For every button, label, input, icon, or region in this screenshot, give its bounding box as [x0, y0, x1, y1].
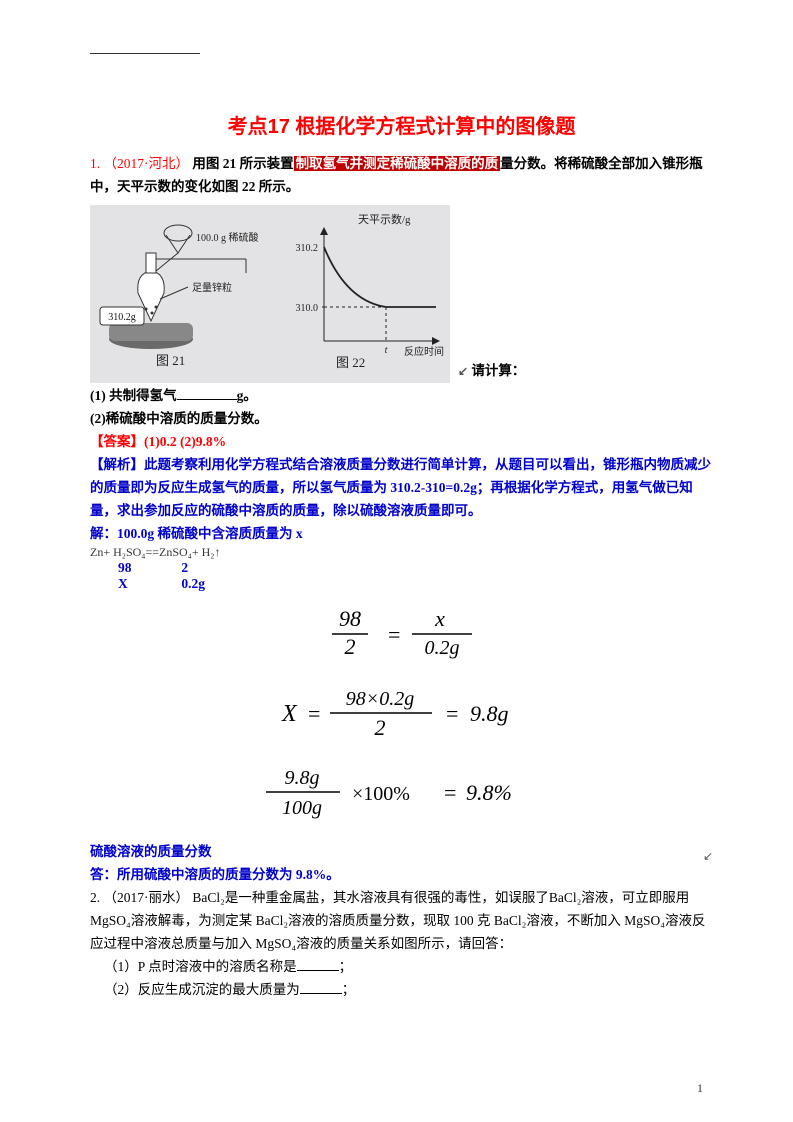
fig21-caption: 图 21: [156, 350, 185, 369]
math-3: 9.8g 100g ×100% = 9.8%: [90, 762, 713, 829]
q1-analysis: 【解析】此题考察利用化学方程式结合溶液质量分数进行简单计算，从题目可以看出，锥形…: [90, 454, 713, 523]
svg-text:x: x: [434, 606, 445, 631]
answer-label: 【答案】: [90, 434, 144, 449]
conclusion: 答：所用硫酸中溶质的质量分数为 9.8%。: [90, 864, 713, 887]
q1-part1: (1) 共制得氢气 g。: [90, 385, 713, 408]
svg-text:9.8g: 9.8g: [284, 767, 319, 789]
solve-line: 解：100.0g 稀硫酸中含溶质质量为 x: [90, 523, 713, 546]
q1-lead1: 用图 21 所示装置: [192, 156, 293, 171]
eq-r1a: 98: [118, 560, 178, 576]
equation: Zn+ H₂SO₄==ZnSO₄+ H₂↑: [90, 545, 713, 560]
svg-text:2: 2: [374, 715, 385, 740]
blank-1: [177, 385, 237, 400]
eq-r2b: 0.2g: [181, 576, 241, 592]
svg-text:100g: 100g: [282, 797, 322, 819]
eq-row1: 98 2: [118, 560, 713, 576]
question-1: 1. （2017·河北） 用图 21 所示装置制取氢气并测定稀硫酸中溶质的质量分…: [90, 153, 713, 199]
answer-text: (1)0.2 (2)9.8%: [144, 434, 226, 449]
q1-part2: (2)稀硫酸中溶质的质量分数。: [90, 408, 713, 431]
svg-text:=: =: [446, 701, 458, 726]
page-number: 1: [697, 1081, 703, 1096]
q1-source: （2017·河北）: [104, 156, 190, 171]
svg-text:足量锌粒: 足量锌粒: [192, 281, 232, 294]
figure-box: 310.2g 100.0 g 稀硫酸 足量锌粒: [90, 205, 450, 383]
svg-text:9.8%: 9.8%: [466, 780, 512, 805]
svg-text:X: X: [281, 701, 298, 727]
q1-part1-text: (1) 共制得氢气: [90, 388, 177, 403]
svg-text:=: =: [308, 701, 320, 726]
svg-text:反应时间/s: 反应时间/s: [404, 345, 444, 358]
svg-text:98: 98: [339, 606, 361, 631]
svg-text:100.0 g 稀硫酸: 100.0 g 稀硫酸: [196, 231, 259, 244]
q2-part2: （2）反应生成沉淀的最大质量为 ；: [90, 979, 713, 1002]
svg-text:9.8g: 9.8g: [470, 701, 509, 726]
blank-2: [297, 957, 339, 972]
arrow-marker-2: ↙: [703, 849, 713, 864]
q1-part1-unit: g。: [237, 388, 257, 403]
top-rule: [90, 53, 200, 54]
svg-text:0.2g: 0.2g: [424, 637, 459, 659]
q2-part1: （1）P 点时溶液中的溶质名称是 ；: [90, 956, 713, 979]
figure-row: 310.2g 100.0 g 稀硫酸 足量锌粒: [90, 205, 713, 383]
page-title: 考点17 根据化学方程式计算中的图像题: [90, 110, 713, 139]
arrow-marker: ↙: [458, 364, 468, 378]
svg-text:t: t: [385, 345, 388, 356]
q1-number: 1.: [90, 156, 100, 171]
q2-number: 2.: [90, 890, 100, 905]
fig21-mass-text: 310.2g: [108, 312, 136, 323]
blank-3: [300, 980, 342, 995]
svg-text:=: =: [388, 622, 400, 647]
math-1: 98 2 = x 0.2g: [90, 604, 713, 669]
math-2: X = 98×0.2g 2 = 9.8g: [90, 681, 713, 750]
calc-prompt: 请计算：: [471, 363, 525, 378]
q2-p1-text: （1）P 点时溶液中的溶质名称是: [104, 959, 297, 974]
q2-p1-tail: ；: [339, 959, 353, 974]
svg-text:310.2: 310.2: [296, 243, 319, 254]
figure-22: 天平示数/g 310.2 310.0 t 反应时间/s: [286, 211, 444, 375]
svg-text:2: 2: [344, 634, 355, 659]
conc-label: 硫酸溶液的质量分数: [90, 841, 212, 864]
q2-p2-tail: ；: [342, 982, 356, 997]
q2-source: （2017·丽水）: [104, 890, 190, 905]
svg-text:98×0.2g: 98×0.2g: [345, 688, 414, 710]
analysis-text: 此题考察利用化学方程式结合溶液质量分数进行简单计算，从题目可以看出，锥形瓶内物质…: [90, 457, 711, 518]
question-2: 2. （2017·丽水） BaCl₂是一种重金属盐，其水溶液具有很强的毒性，如误…: [90, 887, 713, 956]
q2-p2-text: （2）反应生成沉淀的最大质量为: [104, 982, 300, 997]
svg-text:310.0: 310.0: [296, 303, 319, 314]
svg-text:天平示数/g: 天平示数/g: [358, 213, 411, 226]
fig22-caption: 图 22: [336, 352, 365, 371]
svg-text:=: =: [444, 780, 456, 805]
analysis-label: 【解析】: [90, 457, 144, 472]
eq-r2a: X: [118, 576, 178, 592]
svg-text:×100%: ×100%: [352, 783, 410, 805]
q1-highlight: 制取氢气并测定稀硫酸中溶质的质: [294, 156, 501, 171]
eq-row2: X 0.2g: [118, 576, 713, 592]
eq-r1b: 2: [181, 560, 241, 576]
q1-answer: 【答案】(1)0.2 (2)9.8%: [90, 431, 713, 454]
figure-21: 310.2g 100.0 g 稀硫酸 足量锌粒: [96, 213, 274, 373]
